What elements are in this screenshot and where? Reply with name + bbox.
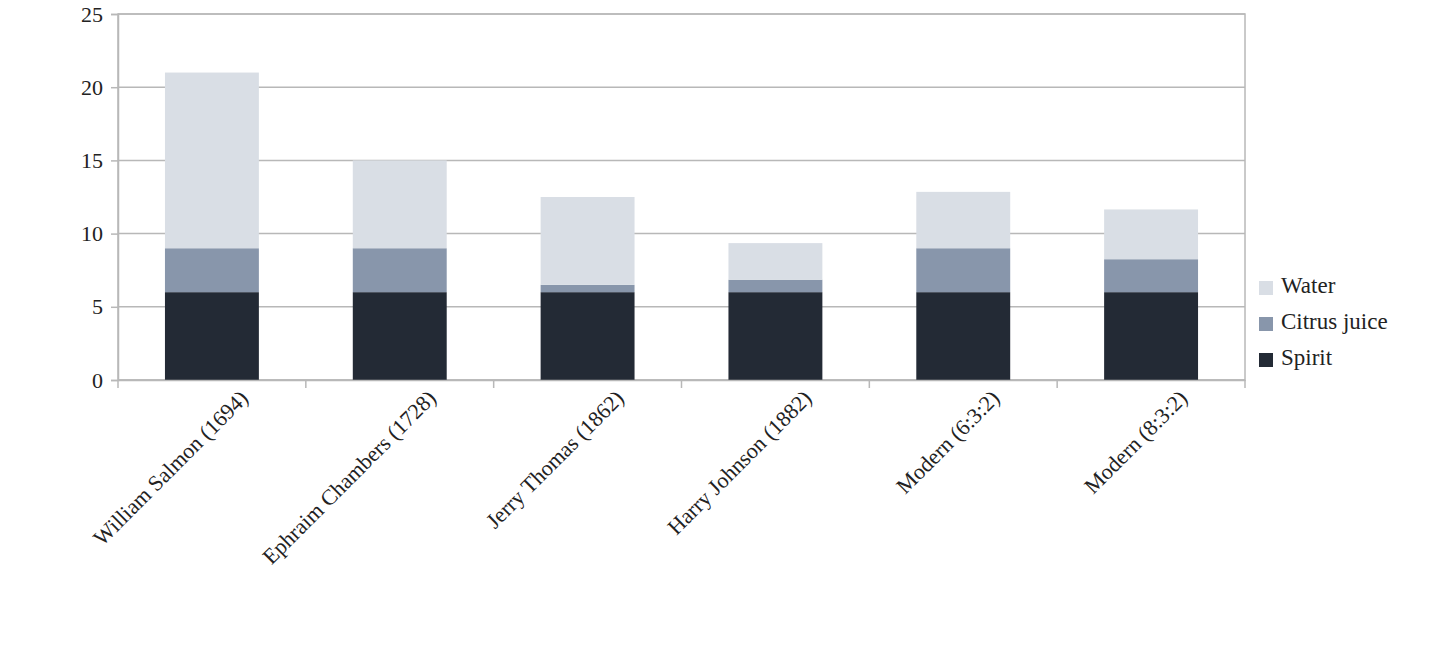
- legend-label: Citrus juice: [1281, 309, 1388, 334]
- y-tick: 10: [81, 221, 118, 246]
- grid-line: [118, 160, 1245, 162]
- plot-frame: [118, 14, 1245, 380]
- category-separator: [869, 380, 871, 388]
- y-tick: 15: [81, 148, 118, 173]
- x-tick-label: Harry Johnson (1882): [662, 385, 816, 539]
- bar: [1104, 259, 1198, 292]
- bar: [728, 292, 822, 380]
- y-tick-label: 5: [92, 294, 103, 319]
- y-axis: 0 5 10 15 20 25: [81, 2, 119, 393]
- legend-swatch: [1259, 317, 1273, 331]
- y-tick: 20: [81, 75, 118, 100]
- y-tick-label: 15: [81, 148, 103, 173]
- series-bars: [165, 248, 1198, 292]
- y-tick: 0: [92, 368, 118, 393]
- bar: [916, 248, 1010, 292]
- bar: [1104, 209, 1198, 259]
- legend-swatch: [1259, 281, 1273, 295]
- series-bars: [165, 73, 1198, 285]
- x-tick: Modern (8:3:2): [1079, 380, 1192, 499]
- y-tick: 5: [92, 294, 118, 319]
- x-tick-label: Modern (6:3:2): [891, 385, 1004, 498]
- bar: [1104, 292, 1198, 380]
- y-tick-label: 25: [81, 2, 103, 27]
- category-separator: [493, 380, 495, 388]
- x-tick-label: Ephraim Chambers (1728): [257, 385, 441, 569]
- y-tick-mark: [111, 87, 118, 89]
- x-tick-label: William Salmon (1694): [88, 385, 253, 550]
- x-tick: Jerry Thomas (1862): [481, 380, 629, 533]
- grid-line: [118, 233, 1245, 235]
- category-separator: [1244, 380, 1246, 388]
- bar: [541, 285, 635, 292]
- category-separators: [118, 380, 1245, 388]
- bar: [541, 292, 635, 380]
- bar: [916, 292, 1010, 380]
- x-tick: Harry Johnson (1882): [662, 380, 816, 540]
- x-tick: William Salmon (1694): [88, 380, 253, 550]
- bar: [353, 292, 447, 380]
- y-tick-mark: [111, 380, 118, 382]
- grid-line: [118, 306, 1245, 308]
- bar: [353, 248, 447, 292]
- y-axis-line: [111, 15, 119, 381]
- y-tick-mark: [111, 160, 118, 162]
- y-tick-label: 0: [92, 368, 103, 393]
- y-tick: 25: [81, 2, 118, 27]
- series-bars: [165, 292, 1198, 380]
- legend-label: Spirit: [1281, 345, 1333, 370]
- bar: [165, 292, 259, 380]
- y-tick-mark: [111, 233, 118, 235]
- bar: [353, 160, 447, 248]
- x-tick-label: Jerry Thomas (1862): [481, 385, 629, 533]
- grid-line: [118, 86, 1245, 88]
- bar: [165, 248, 259, 292]
- y-tick-mark: [111, 307, 118, 309]
- category-separator: [1056, 380, 1058, 388]
- y-tick-label: 20: [81, 75, 103, 100]
- bar: [728, 243, 822, 280]
- legend-label: Water: [1281, 273, 1336, 298]
- legend: Water Citrus juice Spirit: [1259, 273, 1388, 370]
- y-tick-mark: [111, 14, 118, 16]
- x-axis: William Salmon (1694)Ephraim Chambers (1…: [88, 380, 1245, 569]
- bar: [916, 192, 1010, 248]
- grid: [118, 14, 1245, 380]
- bars: [165, 73, 1198, 380]
- grid-line: [118, 13, 1245, 15]
- bar: [165, 73, 259, 249]
- x-tick: Ephraim Chambers (1728): [257, 380, 441, 569]
- y-tick-label: 10: [81, 221, 103, 246]
- category-separator: [117, 380, 119, 388]
- bar: [728, 280, 822, 292]
- legend-swatch: [1259, 353, 1273, 367]
- category-separator: [681, 380, 683, 388]
- category-separator: [305, 380, 307, 388]
- x-tick: Modern (6:3:2): [891, 380, 1004, 499]
- bar: [541, 197, 635, 285]
- x-tick-label: Modern (8:3:2): [1079, 385, 1192, 498]
